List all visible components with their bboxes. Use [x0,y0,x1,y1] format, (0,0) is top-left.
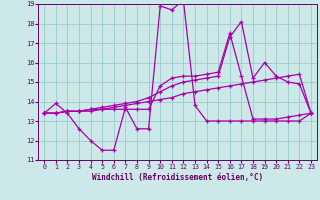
X-axis label: Windchill (Refroidissement éolien,°C): Windchill (Refroidissement éolien,°C) [92,173,263,182]
